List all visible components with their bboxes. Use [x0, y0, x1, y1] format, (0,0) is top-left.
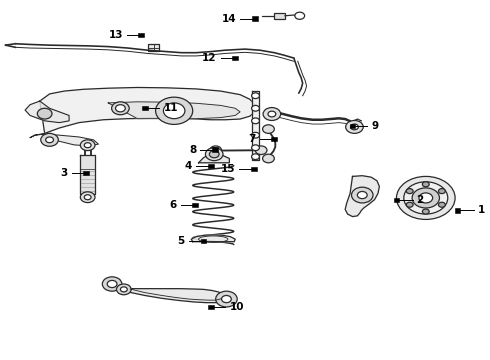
Circle shape — [205, 148, 223, 161]
Text: 3: 3 — [60, 168, 68, 178]
Text: 15: 15 — [220, 164, 235, 174]
Text: 13: 13 — [108, 30, 123, 40]
Circle shape — [112, 102, 129, 115]
Circle shape — [209, 150, 219, 158]
Circle shape — [263, 108, 281, 121]
Text: 14: 14 — [221, 14, 236, 24]
Text: 4: 4 — [185, 161, 192, 171]
Circle shape — [216, 291, 237, 307]
FancyBboxPatch shape — [192, 203, 198, 207]
Circle shape — [412, 188, 440, 208]
FancyBboxPatch shape — [212, 147, 218, 152]
Polygon shape — [106, 281, 226, 303]
Circle shape — [121, 287, 127, 292]
FancyBboxPatch shape — [252, 17, 258, 21]
Circle shape — [251, 93, 259, 99]
Circle shape — [295, 12, 305, 19]
Circle shape — [251, 132, 259, 138]
FancyBboxPatch shape — [232, 56, 238, 60]
Circle shape — [80, 192, 95, 203]
Circle shape — [210, 146, 221, 154]
Text: 1: 1 — [478, 206, 485, 216]
Text: 9: 9 — [371, 121, 378, 131]
FancyBboxPatch shape — [349, 124, 355, 129]
FancyBboxPatch shape — [208, 163, 214, 168]
Circle shape — [163, 103, 185, 119]
Circle shape — [396, 176, 455, 220]
FancyBboxPatch shape — [274, 13, 285, 19]
Circle shape — [268, 111, 276, 117]
Circle shape — [350, 124, 358, 130]
Circle shape — [439, 189, 445, 194]
Circle shape — [351, 187, 373, 203]
Circle shape — [84, 143, 91, 148]
Circle shape — [406, 189, 413, 194]
Circle shape — [263, 154, 274, 163]
Circle shape — [422, 182, 429, 187]
Text: 6: 6 — [170, 200, 176, 210]
Text: 2: 2 — [416, 195, 424, 205]
FancyBboxPatch shape — [455, 208, 461, 213]
Polygon shape — [198, 154, 229, 163]
Circle shape — [251, 105, 259, 111]
Polygon shape — [191, 235, 235, 242]
FancyBboxPatch shape — [393, 198, 399, 202]
FancyBboxPatch shape — [200, 239, 206, 243]
Text: 10: 10 — [229, 302, 244, 312]
FancyBboxPatch shape — [251, 167, 257, 171]
Polygon shape — [25, 101, 69, 123]
Circle shape — [419, 193, 433, 203]
Text: 11: 11 — [163, 103, 178, 113]
Polygon shape — [40, 87, 255, 134]
Polygon shape — [30, 134, 98, 146]
Circle shape — [102, 277, 122, 291]
Circle shape — [439, 202, 445, 207]
Text: 5: 5 — [178, 236, 185, 246]
Circle shape — [357, 192, 367, 199]
FancyBboxPatch shape — [208, 305, 214, 310]
Circle shape — [345, 121, 363, 134]
Circle shape — [406, 202, 413, 207]
Circle shape — [117, 284, 131, 295]
Polygon shape — [108, 102, 240, 119]
Circle shape — [263, 125, 274, 134]
Text: 7: 7 — [248, 134, 256, 144]
Circle shape — [107, 280, 117, 288]
Circle shape — [251, 154, 259, 159]
FancyBboxPatch shape — [271, 136, 277, 141]
Circle shape — [46, 137, 53, 143]
Circle shape — [251, 118, 259, 124]
Text: 12: 12 — [202, 53, 217, 63]
FancyBboxPatch shape — [83, 171, 89, 175]
Polygon shape — [345, 176, 379, 217]
Circle shape — [404, 182, 448, 214]
Circle shape — [80, 140, 95, 150]
Polygon shape — [252, 91, 259, 160]
Circle shape — [221, 296, 231, 303]
Circle shape — [255, 146, 267, 154]
Circle shape — [84, 195, 91, 200]
Circle shape — [41, 134, 58, 146]
Circle shape — [251, 145, 259, 150]
FancyBboxPatch shape — [148, 44, 159, 51]
FancyBboxPatch shape — [139, 33, 145, 37]
Circle shape — [116, 105, 125, 112]
Circle shape — [422, 209, 429, 214]
FancyBboxPatch shape — [142, 106, 148, 111]
Circle shape — [37, 108, 52, 119]
Text: 8: 8 — [189, 144, 196, 154]
Circle shape — [156, 97, 193, 125]
Polygon shape — [80, 155, 96, 194]
